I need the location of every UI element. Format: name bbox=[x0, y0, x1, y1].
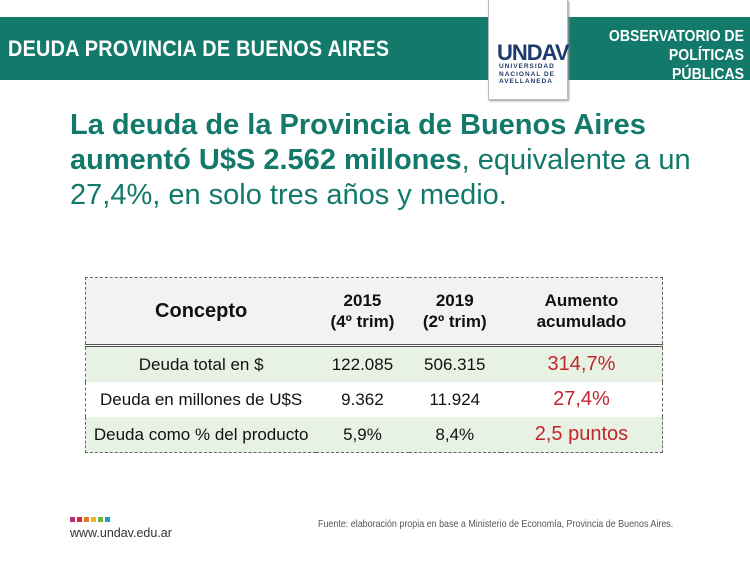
cell-2015: 9.362 bbox=[341, 389, 384, 409]
cell-concepto: Deuda en millones de U$S bbox=[100, 389, 303, 409]
cell-2019: 506.315 bbox=[408, 345, 501, 382]
cell-2019: 11.924 bbox=[429, 389, 481, 409]
table-header-row: Concepto 2015 (4º trim) 2019 (2º trim) Aum… bbox=[85, 277, 663, 347]
color-dot bbox=[105, 517, 110, 522]
headline-rest: , equivalente a un 27,4%, en solo tres a… bbox=[70, 144, 691, 211]
header-band-right bbox=[566, 17, 750, 80]
cell-2015: 5,9% bbox=[316, 417, 409, 453]
color-dot bbox=[84, 517, 89, 522]
cell-concepto: Deuda como % del producto bbox=[85, 417, 317, 453]
col-header-2019: 2019 (2º trim) bbox=[408, 277, 501, 347]
color-dot bbox=[77, 517, 82, 522]
header-line: 2019 bbox=[435, 291, 474, 310]
observatorio-label: OBSERVATORIO DE POLÍTICAS PÚBLICAS bbox=[594, 27, 744, 84]
cell-aumento: 314,7% bbox=[500, 345, 663, 382]
debt-table: Concepto 2015 (4º trim) 2019 (2º trim) Aum… bbox=[85, 277, 663, 453]
table-row: Deuda en millones de U$S 9.362 11.924 27… bbox=[86, 382, 663, 417]
header-line: acumulado bbox=[536, 312, 627, 331]
undav-logo: UNDAV UNIVERSIDAD NACIONAL DE AVELLANEDA bbox=[488, 0, 570, 100]
header-line: 2015 bbox=[343, 291, 382, 310]
cell-concepto: Deuda total en $ bbox=[85, 345, 317, 382]
headline: La deuda de la Provincia de Buenos Aires… bbox=[70, 108, 710, 213]
header-line: (2º trim) bbox=[422, 312, 487, 331]
col-header-concepto: Concepto bbox=[85, 277, 317, 347]
logo-subtitle: UNIVERSIDAD NACIONAL DE AVELLANEDA bbox=[499, 63, 555, 86]
observatorio-line: OBSERVATORIO DE bbox=[608, 28, 744, 45]
table-row: Deuda como % del producto 5,9% 8,4% 2,5 … bbox=[85, 417, 663, 453]
page-title: DEUDA PROVINCIA DE BUENOS AIRES bbox=[8, 36, 390, 61]
cell-aumento: 2,5 puntos bbox=[500, 417, 663, 453]
cell-2019: 8,4% bbox=[408, 417, 501, 453]
observatorio-line: POLÍTICAS PÚBLICAS bbox=[668, 47, 744, 83]
logo-sub-line: NACIONAL DE bbox=[499, 70, 556, 78]
logo-sub-line: AVELLANEDA bbox=[499, 78, 553, 85]
cell-2015: 122.085 bbox=[316, 345, 409, 382]
source-note: Fuente: elaboración propia en base a Min… bbox=[318, 518, 674, 530]
col-header-2015: 2015 (4º trim) bbox=[316, 277, 409, 347]
color-dots-decoration bbox=[70, 517, 110, 522]
header-band-left bbox=[0, 17, 490, 80]
headline-bold: La deuda de la Provincia de Buenos Aires… bbox=[70, 109, 646, 176]
color-dot bbox=[98, 517, 103, 522]
col-header-aumento: Aumento acumulado bbox=[500, 277, 663, 347]
table-row: Deuda total en $ 122.085 506.315 314,7% bbox=[85, 345, 663, 382]
logo-mark: UNDAV bbox=[497, 40, 570, 65]
website-link[interactable]: www.undav.edu.ar bbox=[70, 526, 172, 540]
cell-aumento: 27,4% bbox=[553, 388, 610, 410]
logo-sub-line: UNIVERSIDAD bbox=[499, 63, 555, 70]
color-dot bbox=[91, 517, 96, 522]
color-dot bbox=[70, 517, 75, 522]
header-line: (4º trim) bbox=[330, 312, 395, 331]
header-line: Aumento bbox=[544, 291, 619, 310]
